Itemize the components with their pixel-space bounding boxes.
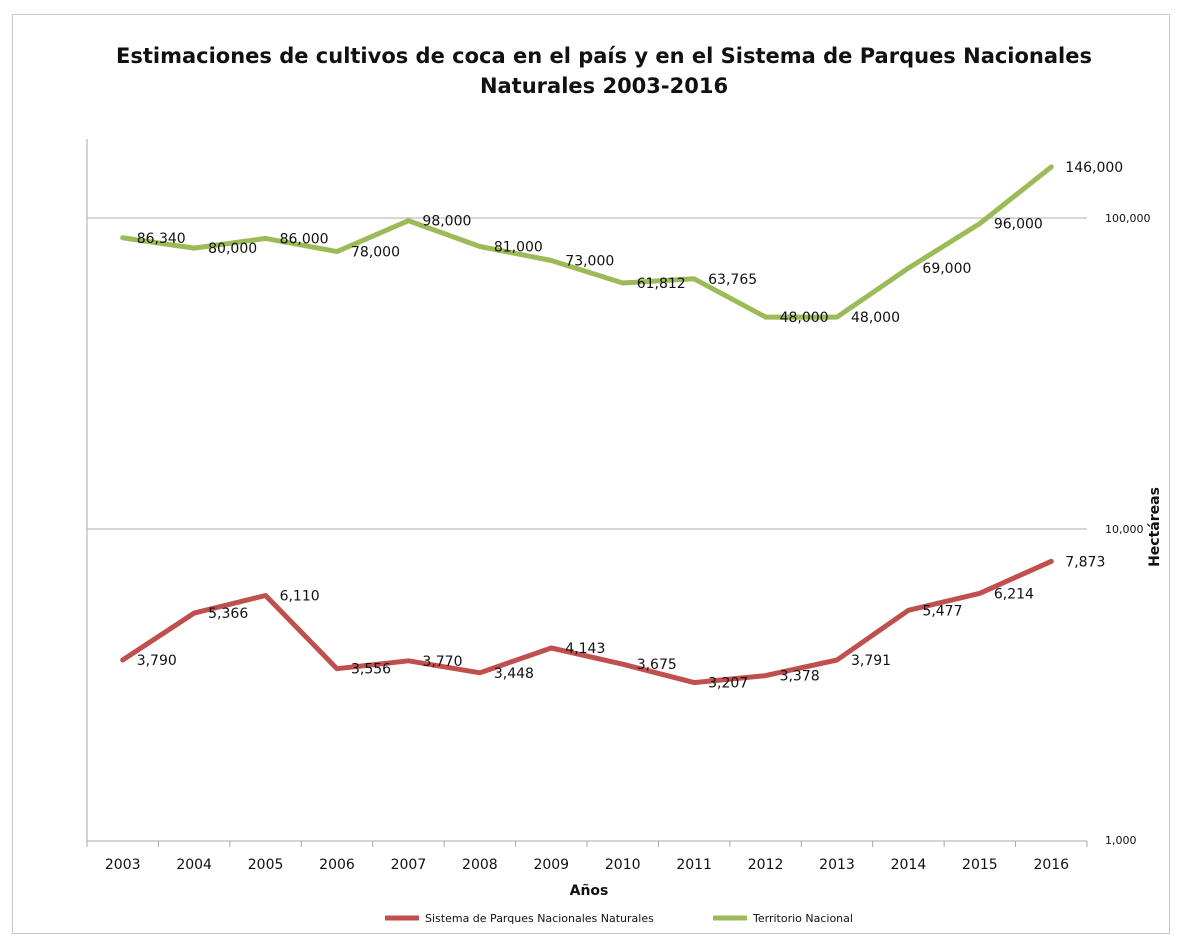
data-label: 4,143	[565, 641, 605, 657]
data-label: 78,000	[351, 245, 400, 261]
y-tick-labels: 1,000 10,000 100,000	[1105, 212, 1151, 847]
x-tick-label: 2015	[962, 857, 998, 873]
legend-label-territorio: Territorio Nacional	[752, 912, 853, 925]
data-label: 3,448	[494, 666, 534, 682]
y-tick-label: 10,000	[1105, 523, 1144, 536]
series-line-parques	[120, 558, 1054, 686]
chart-svg: Estimaciones de cultivos de coca en el p…	[86, 44, 1163, 925]
x-tick-label: 2011	[676, 857, 712, 873]
x-tick-label: 2006	[319, 857, 355, 873]
x-tick-label: 2004	[176, 857, 212, 873]
data-label: 146,000	[1065, 160, 1123, 176]
data-label: 3,378	[780, 669, 820, 685]
data-label: 96,000	[994, 217, 1043, 233]
data-label: 6,110	[280, 589, 320, 605]
x-tick-label: 2013	[819, 857, 855, 873]
data-label: 86,340	[137, 231, 186, 247]
x-tick-label: 2005	[248, 857, 284, 873]
legend: Sistema de Parques Nacionales Naturales T…	[385, 912, 853, 925]
series-lines	[120, 164, 1054, 686]
chart-frame: Estimaciones de cultivos de coca en el p…	[12, 14, 1170, 934]
data-label: 48,000	[851, 310, 900, 326]
data-label: 6,214	[994, 586, 1034, 602]
x-tick-label: 2010	[605, 857, 641, 873]
data-label: 69,000	[922, 261, 971, 277]
y-axis-title: Hectáreas	[1147, 487, 1163, 567]
data-label: 81,000	[494, 239, 543, 255]
x-axis-title: Años	[570, 883, 609, 899]
data-label: 80,000	[208, 241, 257, 257]
data-label: 7,873	[1065, 554, 1105, 570]
grid-lines	[87, 217, 1087, 530]
data-label: 3,790	[137, 653, 177, 669]
data-label: 61,812	[637, 276, 686, 292]
x-tick-label: 2008	[462, 857, 498, 873]
data-label: 48,000	[780, 310, 829, 326]
x-tick-label: 2007	[391, 857, 427, 873]
data-label: 63,765	[708, 272, 757, 288]
x-tick-label: 2014	[891, 857, 927, 873]
data-label: 3,675	[637, 657, 677, 673]
x-tick-label: 2012	[748, 857, 784, 873]
x-tick-label: 2009	[533, 857, 569, 873]
axes	[86, 139, 1088, 847]
data-label: 86,000	[280, 231, 329, 247]
data-label: 3,791	[851, 653, 891, 669]
data-label: 3,770	[422, 654, 462, 670]
data-label: 73,000	[565, 254, 614, 270]
data-label: 98,000	[422, 214, 471, 230]
x-tick-label: 2016	[1033, 857, 1069, 873]
chart-title-line1: Estimaciones de cultivos de coca en el p…	[116, 44, 1092, 68]
y-tick-label: 1,000	[1105, 834, 1137, 847]
legend-label-parques: Sistema de Parques Nacionales Naturales	[425, 912, 654, 925]
chart-title-line2: Naturales 2003-2016	[480, 74, 728, 98]
x-tick-label: 2003	[105, 857, 141, 873]
data-label: 5,477	[922, 603, 962, 619]
data-label: 3,556	[351, 662, 391, 678]
data-label: 5,366	[208, 606, 248, 622]
y-tick-label: 100,000	[1105, 212, 1151, 225]
data-labels: 3,790 5,366 6,110 3,556 3,770 3,448 4,143 3,675…	[137, 160, 1123, 692]
series-line-territorio	[120, 164, 1054, 320]
data-label: 3,207	[708, 676, 748, 692]
x-tick-labels: 2003 2004 2005 2006 2007 2008 2009 2010 2011 2012…	[105, 857, 1069, 873]
